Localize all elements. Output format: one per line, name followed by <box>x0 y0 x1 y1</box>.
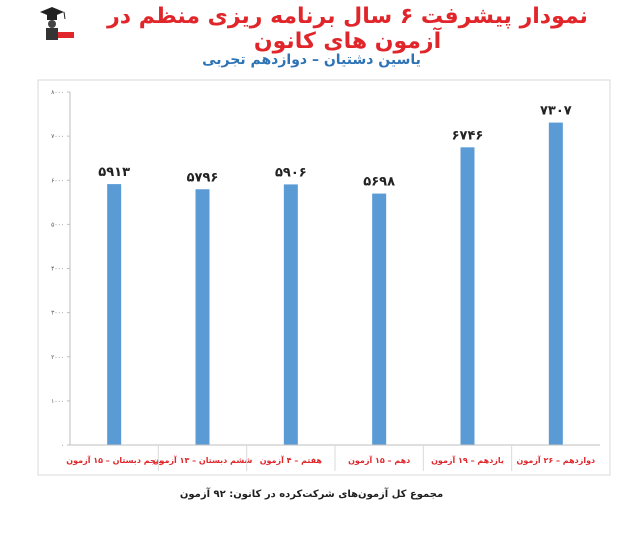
logo-icon <box>34 2 76 44</box>
bar-value-label: ۵۹۰۶ <box>275 165 307 180</box>
y-axis: ۰ ۱۰۰۰ ۲۰۰۰ ۳۰۰۰ ۴۰۰۰ ۵۰۰۰ ۶۰۰۰ ۷۰۰۰ ۸۰۰۰ <box>51 89 71 449</box>
x-category-label: ششم دبستان – ۱۳ آزمون <box>153 455 253 465</box>
bar-value-label: ۶۷۴۶ <box>452 128 484 143</box>
chart-subtitle: یاسین دشتیان – دوازدهم تجربی <box>202 52 421 68</box>
chart-title: نمودار پیشرفت ۶ سال برنامه ریزی منظم در … <box>107 4 588 54</box>
y-tick-label: ۴۰۰۰ <box>51 266 64 273</box>
y-tick-label: ۰ <box>61 442 64 449</box>
bar <box>195 189 210 445</box>
y-tick-label: ۶۰۰۰ <box>51 177 64 184</box>
total-exams-note: مجموع کل آزمون‌های شرکت‌کرده در کانون: ۹… <box>179 489 444 500</box>
x-category-label: دوازدهم – ۲۶ آزمون <box>517 455 596 465</box>
y-tick-label: ۷۰۰۰ <box>51 133 64 140</box>
bar-value-label: ۵۷۹۶ <box>187 170 219 185</box>
bar <box>283 184 298 445</box>
y-tick-label: ۲۰۰۰ <box>51 354 64 361</box>
bars: ۵۹۱۳ ۵۷۹۶ ۵۹۰۶ ۵۶۹۸ ۶۷۴۶ ۷۳۰۷ <box>98 104 572 446</box>
bar <box>107 184 122 446</box>
bar <box>548 122 563 446</box>
y-tick-label: ۵۰۰۰ <box>51 221 64 228</box>
x-category-label: یازدهم – ۱۹ آزمون <box>431 455 504 465</box>
bar <box>372 193 387 445</box>
x-category-label: دهم – ۱۵ آزمون <box>348 455 410 465</box>
y-tick-label: ۸۰۰۰ <box>51 89 64 96</box>
bar-value-label: ۵۶۹۸ <box>363 175 395 190</box>
x-category-label: پنجم دبستان – ۱۵ آزمون <box>66 455 162 465</box>
bar-value-label: ۷۳۰۷ <box>540 104 572 119</box>
x-category-label: هفتم – ۴ آزمون <box>260 455 323 465</box>
bar-value-label: ۵۹۱۳ <box>98 165 130 180</box>
y-tick-label: ۱۰۰۰ <box>51 398 64 405</box>
chart-frame <box>37 79 611 476</box>
bar <box>460 147 475 445</box>
y-tick-label: ۳۰۰۰ <box>51 310 64 317</box>
